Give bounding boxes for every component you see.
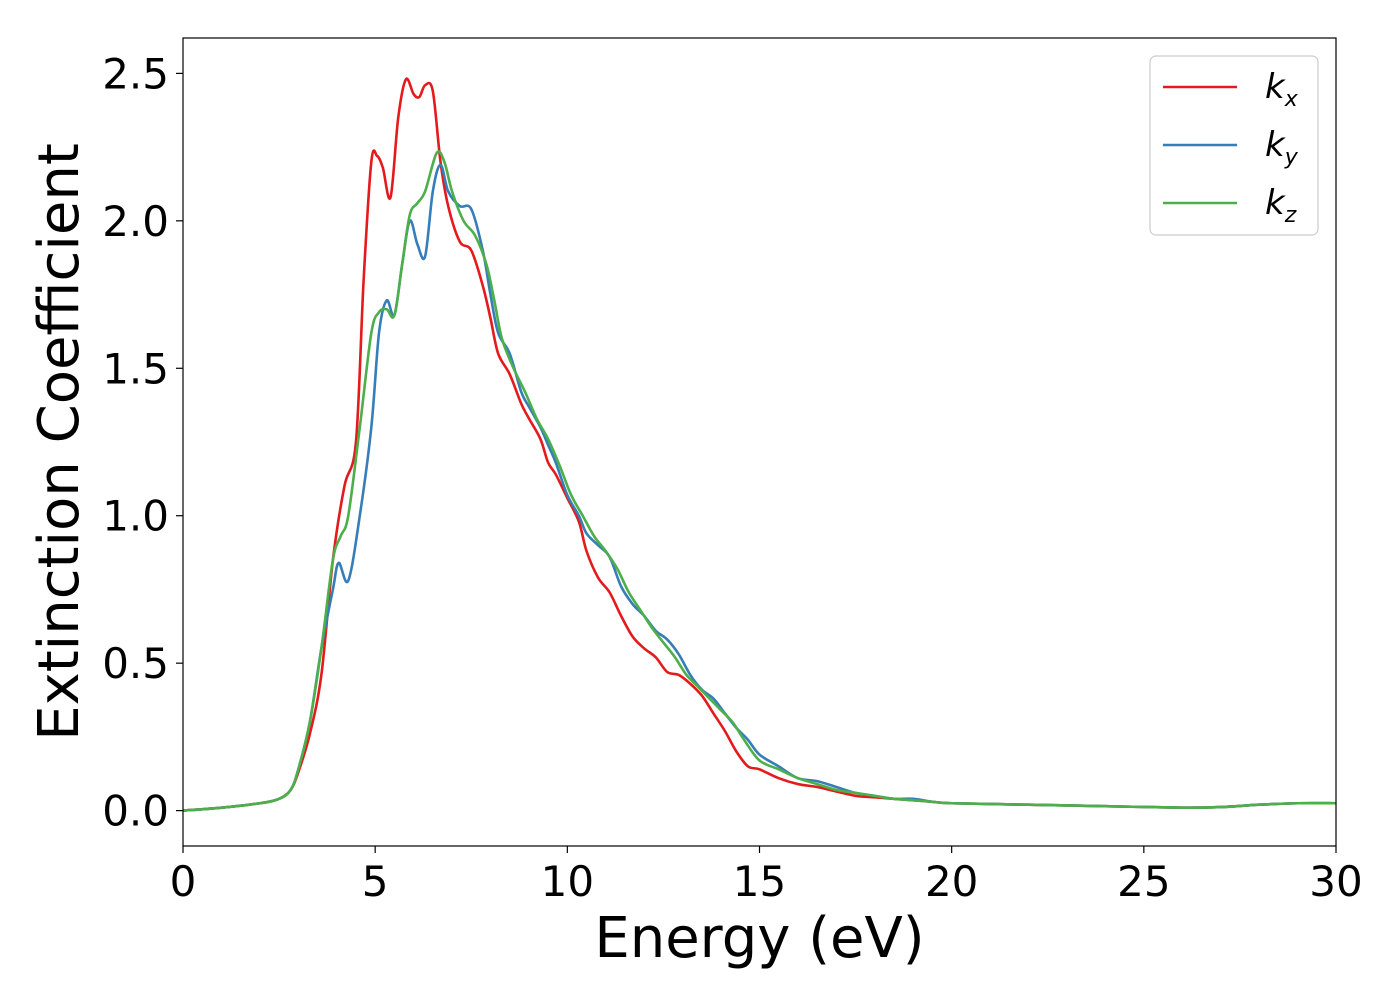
legend-label-subscript: x — [1284, 87, 1299, 112]
legend-label-subscript: z — [1284, 203, 1297, 228]
x-axis: 0 5 10 15 20 25 30 — [170, 846, 1363, 906]
series-line-kz — [183, 150, 1336, 812]
x-tick-label: 0 — [170, 857, 197, 906]
series-line-ky — [183, 163, 1336, 812]
series-layer — [183, 77, 1336, 812]
y-tick-label: 1.5 — [102, 344, 169, 393]
y-tick-label: 2.5 — [102, 49, 169, 98]
legend-label-ky: ky — [1265, 125, 1299, 170]
y-tick-label: 1.0 — [102, 492, 169, 541]
legend-label-base: k — [1265, 125, 1286, 165]
legend-label-kz: kz — [1265, 183, 1297, 228]
legend-label-kx: kx — [1265, 67, 1299, 112]
legend-label-subscript: y — [1284, 145, 1299, 170]
x-tick-label: 20 — [925, 857, 978, 906]
x-axis-title: Energy (eV) — [594, 906, 924, 971]
legend-label-base: k — [1265, 67, 1286, 107]
series-line-kx — [183, 77, 1336, 812]
y-tick-label: 2.0 — [102, 197, 169, 246]
x-tick-label: 15 — [733, 857, 786, 906]
x-tick-label: 25 — [1117, 857, 1170, 906]
x-tick-label: 5 — [362, 857, 389, 906]
x-tick-label: 30 — [1309, 857, 1362, 906]
y-tick-label: 0.5 — [102, 639, 169, 688]
y-tick-label: 0.0 — [102, 787, 169, 836]
y-axis-title: Extinction Coefficient — [27, 143, 92, 741]
y-axis: 0.0 0.5 1.0 1.5 2.0 2.5 — [102, 49, 183, 836]
x-tick-label: 10 — [541, 857, 594, 906]
legend-label-base: k — [1265, 183, 1286, 223]
